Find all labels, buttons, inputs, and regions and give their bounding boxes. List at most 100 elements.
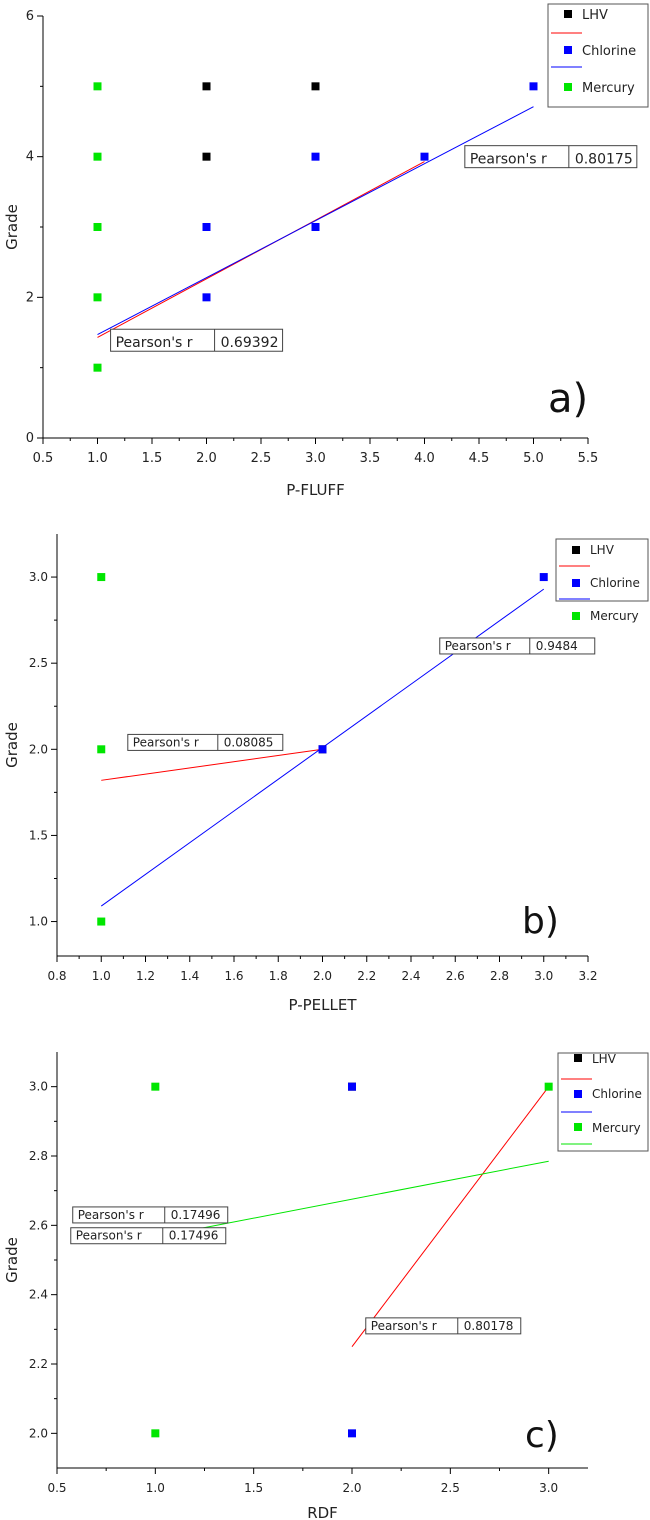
pearson-value: 0.17496 [169, 1229, 219, 1243]
y-tick-label: 2 [26, 290, 34, 305]
pearson-box-frame [70, 1227, 227, 1245]
pearson-box: Pearson's r 0.80178 [365, 1317, 522, 1335]
data-point-chlorine [311, 152, 320, 161]
y-tick-label: 2.0 [29, 1426, 48, 1440]
x-tick-label: 2.2 [357, 969, 376, 983]
pearson-label: Pearson's r [78, 1208, 144, 1222]
x-axis-title: RDF [307, 1504, 338, 1520]
legend-label-chlorine: Chlorine [582, 44, 636, 59]
pearson-label: Pearson's r [470, 152, 547, 168]
pearson-value: 0.17496 [171, 1208, 221, 1222]
x-tick-label: 2.5 [251, 451, 272, 466]
legend-marker-lhv [572, 546, 580, 554]
pearson-value: 0.69392 [221, 335, 279, 351]
legend-marker-chlorine [572, 579, 580, 587]
data-point-mercury [93, 363, 102, 372]
legend-marker-mercury [574, 1123, 582, 1131]
pearson-box: Pearson's r 0.17496 [70, 1227, 227, 1245]
y-tick-label: 2.2 [29, 1357, 48, 1371]
x-tick-label: 3.2 [578, 969, 597, 983]
data-point-chlorine [311, 223, 320, 231]
x-tick-label: 2.5 [441, 1481, 460, 1495]
y-tick-label: 3.0 [29, 1080, 48, 1094]
legend-frame [555, 538, 649, 602]
pearson-box-frame [464, 145, 638, 169]
y-axis-title: Grade [3, 1237, 21, 1283]
data-point-chlorine [348, 1429, 356, 1438]
legend: LHV Chlorine Mercury [547, 3, 649, 108]
pearson-box-frame [110, 328, 284, 352]
x-tick-label: 5.0 [523, 451, 544, 466]
legend-label-lhv: LHV [582, 8, 608, 23]
y-axis-title: Grade [3, 722, 21, 768]
legend-marker-mercury [564, 83, 572, 91]
legend-label-lhv: LHV [592, 1052, 617, 1066]
y-tick-label: 4 [26, 150, 34, 165]
x-tick-label: 2.4 [401, 969, 420, 983]
y-tick-label: 3.0 [29, 570, 48, 584]
y-tick-label: 2.5 [29, 656, 48, 670]
data-point-chlorine [318, 745, 327, 754]
data-point-mercury [97, 917, 106, 926]
data-point-lhv [202, 152, 211, 161]
pearson-value: 0.80175 [575, 152, 633, 168]
pearson-box: Pearson's r 0.08085 [127, 733, 284, 751]
pearson-box: Pearson's r 0.69392 [110, 328, 284, 352]
pearson-box: Pearson's r 0.9484 [439, 637, 596, 655]
data-point-mercury [151, 1429, 160, 1438]
legend-label-chlorine: Chlorine [592, 1087, 642, 1101]
y-axis-title: Grade [3, 204, 21, 250]
data-point-chlorine [529, 82, 538, 91]
data-point-mercury [151, 1082, 160, 1091]
x-tick-label: 2.0 [342, 1481, 361, 1495]
x-tick-label: 1.0 [92, 969, 111, 983]
pearson-box: Pearson's r 0.80175 [464, 145, 638, 169]
x-tick-label: 3.5 [360, 451, 381, 466]
x-axis-title: P-FLUFF [286, 481, 345, 499]
x-tick-label: 4.5 [469, 451, 490, 466]
x-tick-label: 1.4 [180, 969, 199, 983]
y-tick-label: 0 [26, 431, 34, 446]
legend-label-mercury: Mercury [590, 609, 639, 623]
pearson-value: 0.80178 [464, 1319, 514, 1333]
pearson-box-frame [72, 1206, 229, 1224]
legend-marker-lhv [574, 1054, 582, 1062]
legend-label-mercury: Mercury [592, 1121, 641, 1135]
data-point-mercury [97, 745, 106, 754]
panel-label: a) [548, 376, 588, 422]
data-point-chlorine [202, 223, 211, 231]
x-tick-label: 2.0 [196, 451, 217, 466]
pearson-value: 0.9484 [536, 639, 578, 653]
pearson-label: Pearson's r [445, 639, 511, 653]
x-axis-title: P-PELLET [288, 996, 357, 1014]
x-tick-label: 2.0 [313, 969, 332, 983]
pearson-box-frame [127, 733, 284, 751]
legend-label-chlorine: Chlorine [590, 576, 640, 590]
pearson-label: Pearson's r [133, 735, 199, 749]
legend-marker-mercury [572, 612, 580, 620]
panel-label: c) [525, 1415, 559, 1456]
data-point-mercury [93, 223, 102, 231]
x-tick-label: 2.6 [446, 969, 465, 983]
pearson-label: Pearson's r [76, 1229, 142, 1243]
x-tick-label: 1.5 [142, 451, 163, 466]
data-point-lhv [202, 82, 211, 91]
panel-c: 0.5 1.0 1.5 2.0 2.5 3.0 2.0 2.2 2.4 2.6 2.8 3.0 RDF G… [3, 1052, 649, 1520]
panel-label: b) [522, 901, 559, 942]
data-point-mercury [544, 1082, 553, 1091]
y-tick-label: 2.0 [29, 742, 48, 756]
data-point-chlorine [202, 293, 211, 302]
x-tick-label: 3.0 [534, 969, 553, 983]
fit-line-chlorine [97, 106, 534, 336]
data-point-chlorine [539, 573, 548, 582]
legend-label-mercury: Mercury [582, 81, 635, 96]
pearson-box: Pearson's r 0.17496 [72, 1206, 229, 1224]
x-tick-label: 1.6 [224, 969, 243, 983]
pearson-box-frame [365, 1317, 522, 1335]
data-point-chlorine [348, 1082, 356, 1091]
panel-a: 0.5 1.0 1.5 2.0 2.5 3.0 3.5 4.0 4.5 5.0 5.5 0 2 4 6 P-F… [3, 3, 649, 499]
legend-marker-lhv [564, 10, 572, 18]
fit-line-lhv [101, 748, 323, 781]
x-tick-label: 1.8 [269, 969, 288, 983]
